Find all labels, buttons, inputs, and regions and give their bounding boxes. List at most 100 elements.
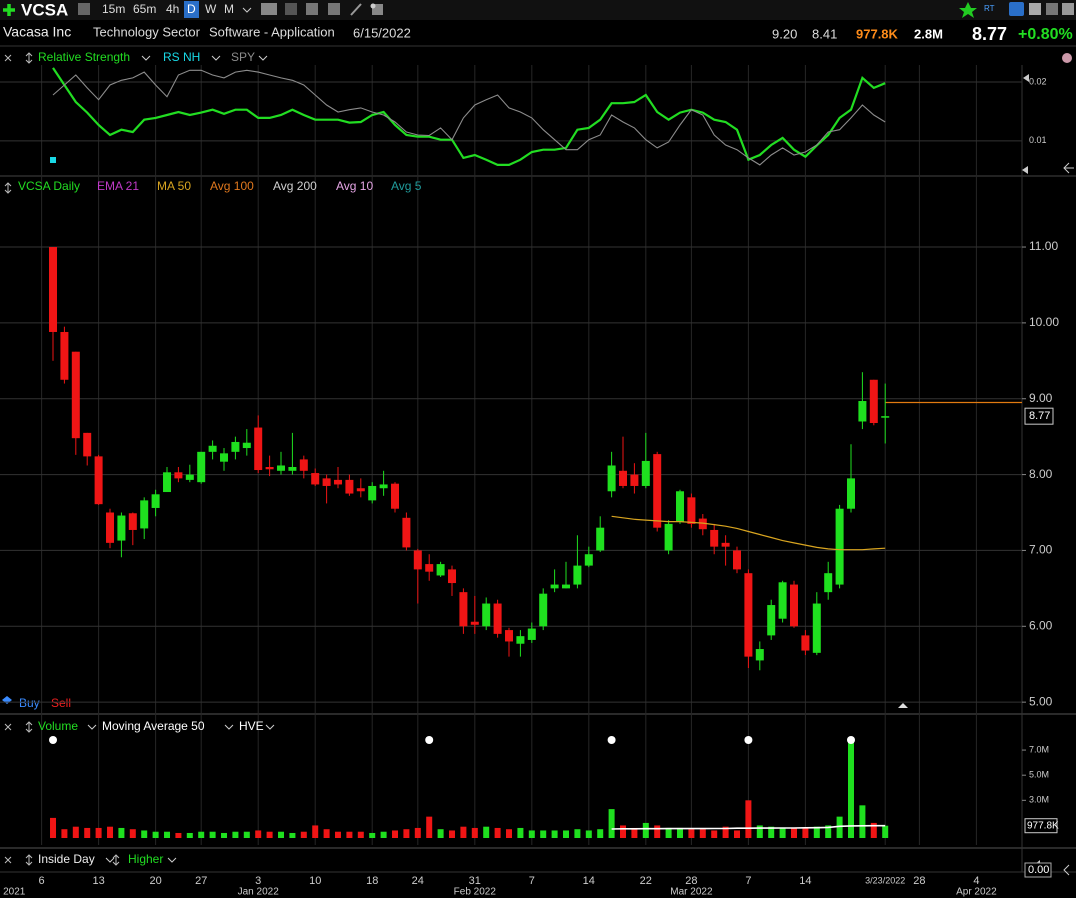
dropdown-icon[interactable] — [258, 55, 268, 61]
close-panel[interactable] — [4, 723, 12, 731]
interval[interactable]: 4h — [166, 2, 179, 16]
candle-body — [516, 636, 525, 644]
x-tick-label: 13 — [92, 875, 104, 887]
volume-bar — [209, 831, 216, 838]
share-icon[interactable] — [370, 3, 376, 9]
candle-body — [151, 494, 160, 508]
candle-body — [653, 454, 662, 528]
move-icon[interactable] — [112, 854, 120, 866]
dropdown-icon[interactable] — [105, 857, 115, 863]
date: 6/15/2022 — [353, 25, 411, 40]
dropdown-icon[interactable] — [211, 55, 221, 61]
legend-entry: MA 50 — [157, 179, 191, 193]
volume-bar — [802, 827, 809, 838]
dropdown-icon[interactable] — [87, 724, 97, 730]
toolbar — [0, 0, 1076, 20]
buy-label[interactable]: Buy — [19, 696, 40, 710]
dropdown-icon[interactable] — [265, 724, 275, 730]
layout-icon[interactable] — [372, 4, 383, 15]
x-month-label: 2021 — [3, 887, 26, 898]
window-icon[interactable] — [1046, 3, 1058, 15]
legend-entry: Avg 10 — [336, 179, 373, 193]
bars-icon[interactable] — [285, 3, 297, 15]
legend-entry: RS NH — [163, 50, 200, 64]
star-icon[interactable] — [959, 2, 977, 18]
candle-body — [197, 451, 206, 483]
candle-body — [881, 416, 890, 418]
dropdown-icon[interactable] — [167, 857, 177, 863]
interval[interactable]: 65m — [133, 2, 156, 16]
dropdown-icon[interactable] — [242, 7, 252, 13]
move-icon[interactable] — [4, 182, 12, 194]
move-icon[interactable] — [25, 52, 33, 64]
candle-body — [128, 513, 137, 530]
symbol[interactable]: VCSA — [21, 0, 68, 19]
dropdown-icon[interactable] — [224, 724, 234, 730]
close-icon[interactable] — [1062, 3, 1074, 15]
candle-body — [767, 605, 776, 636]
candle-body — [710, 529, 719, 547]
volume-bar — [255, 830, 262, 838]
expand-icon[interactable] — [1063, 864, 1070, 876]
settings-icon[interactable] — [1062, 53, 1072, 63]
interval[interactable]: 15m — [102, 2, 125, 16]
close-panel[interactable] — [4, 54, 12, 62]
candle-body — [60, 331, 69, 380]
candle-body — [71, 351, 80, 439]
candle-body — [550, 584, 559, 589]
scroll-icon[interactable] — [1022, 166, 1028, 174]
x-month-label: Jan 2022 — [238, 887, 280, 898]
add-icon[interactable] — [3, 4, 15, 16]
compare-icon[interactable] — [328, 3, 340, 15]
rt: RT — [984, 4, 995, 13]
candle-body — [493, 603, 502, 634]
avg-volume: 2.8M — [914, 26, 943, 41]
interval[interactable]: W — [205, 2, 217, 16]
move-icon[interactable] — [25, 854, 33, 866]
volume-bar — [460, 826, 467, 838]
close-panel[interactable] — [4, 856, 12, 864]
y-tick-label: 10.00 — [1029, 315, 1059, 329]
print-icon[interactable] — [1029, 3, 1041, 15]
y-tick-label: 9.00 — [1029, 391, 1053, 405]
y-tick-label: 6.00 — [1029, 618, 1053, 632]
interval[interactable]: M — [224, 2, 234, 16]
y-tick-label: 7.00 — [1029, 543, 1053, 557]
flag-icon[interactable] — [78, 3, 90, 15]
candle-body — [459, 592, 468, 627]
expand-icon[interactable] — [1063, 162, 1074, 174]
scroll-icon[interactable] — [1023, 74, 1029, 82]
indicator-name: Higher — [128, 852, 163, 866]
volume-bar — [506, 829, 513, 838]
sector: Technology Sector — [93, 24, 201, 39]
interval[interactable]: D — [187, 2, 196, 16]
volume-bar — [585, 830, 592, 838]
draw-icon[interactable] — [350, 3, 362, 16]
x-tick-label: 3 — [255, 875, 261, 887]
y-tick-label: 0.01 — [1029, 135, 1047, 145]
candle-body — [562, 584, 571, 589]
candle-body — [402, 517, 411, 548]
candle-body — [413, 550, 422, 570]
dropdown-icon[interactable] — [141, 55, 151, 61]
volume-ma-line — [611, 824, 886, 830]
x-tick-label: 18 — [366, 875, 378, 887]
candle-body — [106, 512, 115, 543]
volume-bar — [107, 826, 114, 838]
candle-body — [163, 472, 172, 493]
move-icon[interactable] — [25, 721, 33, 733]
volume-bar — [61, 829, 68, 838]
rs-nh-marker — [50, 157, 57, 163]
volume-bar — [848, 740, 855, 838]
list-icon[interactable] — [306, 3, 318, 15]
candle-body — [208, 445, 217, 452]
volume-bar — [745, 800, 752, 838]
candle-body — [755, 649, 764, 661]
volume-bar — [825, 825, 832, 838]
s-icon[interactable] — [1009, 2, 1024, 16]
volume-bar — [756, 825, 763, 838]
legend-entry: Avg 200 — [273, 179, 317, 193]
candle-body — [277, 465, 286, 471]
chart-type-icon[interactable] — [261, 3, 277, 15]
sell-label[interactable]: Sell — [51, 696, 71, 710]
